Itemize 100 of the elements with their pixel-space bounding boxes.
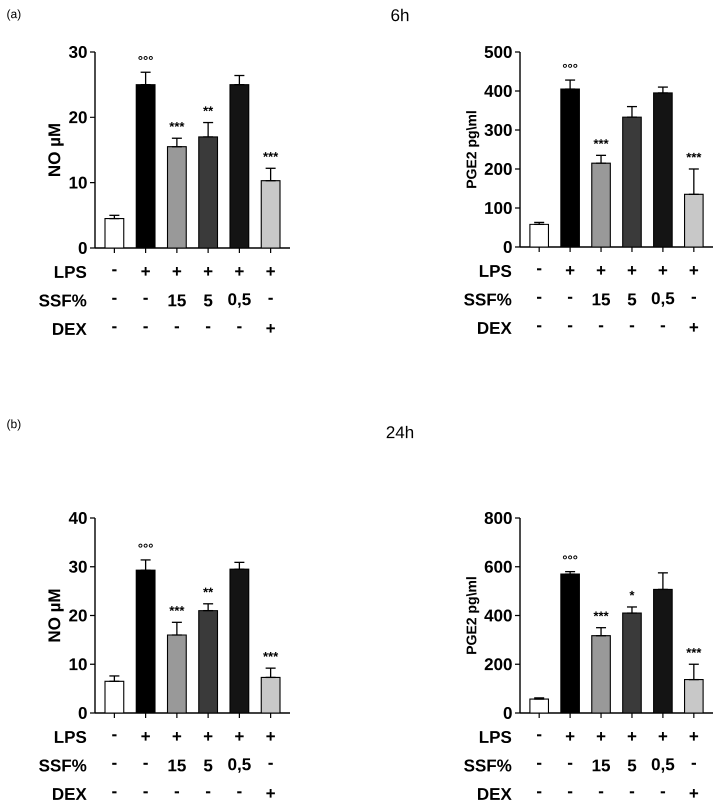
text: 15: [592, 760, 610, 772]
text: -: [143, 326, 148, 328]
text: SSF%: [464, 293, 512, 306]
y-axis-title: NO µM: [48, 590, 64, 642]
text: -: [568, 325, 572, 328]
y-tick-label: 30: [68, 560, 87, 573]
text: -: [143, 762, 148, 765]
y-tick-label: 300: [484, 124, 512, 136]
text: -: [112, 734, 117, 736]
text: -: [598, 791, 604, 794]
y-tick-label: 40: [68, 512, 87, 524]
text: 15: [168, 760, 186, 772]
y-tick-label: 0: [504, 706, 512, 720]
text: 5: [204, 294, 212, 306]
text: +: [628, 732, 636, 741]
data-label: °°°: [138, 544, 153, 548]
data-label: ***: [169, 122, 184, 127]
y-axis-title: NO µM: [48, 124, 64, 176]
text: +: [266, 789, 275, 798]
y-tick-label: 400: [484, 84, 512, 98]
y-tick-label: 20: [69, 609, 87, 622]
text: SSF%: [39, 294, 86, 307]
text: LPS: [480, 730, 512, 744]
y-axis-title: PGE2 pg\ml: [466, 111, 480, 188]
text: -: [568, 791, 572, 794]
text: -: [143, 298, 148, 300]
text: -: [598, 325, 604, 328]
text: 0,5: [228, 758, 251, 773]
text: DEX: [52, 323, 87, 335]
y-tick-label: 10: [70, 658, 87, 670]
data-label: ***: [686, 648, 702, 653]
text: +: [658, 266, 668, 275]
text: LPS: [54, 730, 86, 744]
text: -: [143, 791, 148, 794]
text: 5: [204, 760, 212, 772]
text: -: [537, 734, 542, 736]
y-tick-label: 20: [69, 111, 87, 124]
chart-title: (b): [7, 419, 20, 431]
text: -: [268, 762, 273, 765]
text: -: [112, 762, 117, 765]
text: 15: [592, 294, 610, 306]
data-label: ***: [593, 139, 609, 144]
data-label: ***: [263, 152, 278, 157]
y-tick-label: 0: [78, 242, 87, 254]
y-tick-label: 600: [484, 560, 512, 573]
text: DEX: [52, 788, 87, 800]
text: -: [630, 791, 634, 794]
y-tick-label: 400: [484, 609, 512, 622]
text: -: [537, 296, 542, 299]
data-label: ***: [263, 652, 278, 657]
y-tick-label: 30: [68, 46, 87, 58]
y-tick-label: 500: [484, 46, 512, 58]
text: +: [690, 266, 698, 275]
text: +: [141, 267, 150, 276]
text: SSF%: [464, 759, 512, 772]
text: -: [568, 762, 572, 765]
chart-title: 24h: [386, 426, 414, 438]
text: -: [692, 762, 696, 765]
text: +: [690, 323, 698, 332]
text: +: [235, 267, 244, 276]
text: -: [206, 791, 210, 794]
data-label: **: [203, 106, 214, 112]
data-label: ***: [169, 606, 184, 612]
text: -: [174, 791, 180, 794]
text: -: [112, 791, 117, 794]
text: 0,5: [652, 758, 674, 773]
text: SSF%: [39, 759, 86, 772]
text: +: [204, 732, 212, 741]
text: 0,5: [228, 293, 251, 308]
text: +: [141, 732, 150, 741]
text: -: [112, 298, 117, 300]
text: +: [690, 732, 698, 741]
text: DEX: [478, 322, 512, 334]
chart-title: (a): [7, 9, 20, 21]
text: LPS: [480, 264, 512, 278]
y-tick-label: 100: [485, 202, 512, 214]
data-label: **: [203, 588, 214, 592]
text: +: [172, 267, 182, 276]
text: DEX: [478, 788, 512, 800]
y-tick-label: 200: [484, 162, 512, 176]
text: +: [596, 266, 606, 275]
text: -: [537, 268, 542, 270]
text: +: [235, 732, 244, 741]
text: 5: [628, 760, 636, 772]
text: LPS: [54, 266, 86, 278]
text: -: [692, 296, 696, 299]
y-axis-title: PGE2 pg\ml: [466, 577, 480, 654]
text: -: [537, 325, 542, 328]
text: +: [596, 732, 606, 741]
text: +: [566, 732, 574, 741]
text: -: [537, 762, 542, 765]
text: +: [204, 267, 212, 276]
text: -: [206, 326, 210, 328]
text: +: [266, 732, 275, 741]
text: -: [568, 296, 572, 299]
text: +: [266, 267, 275, 276]
text: +: [172, 732, 182, 741]
text: -: [268, 298, 273, 300]
text: -: [174, 326, 180, 328]
text: +: [566, 266, 574, 275]
